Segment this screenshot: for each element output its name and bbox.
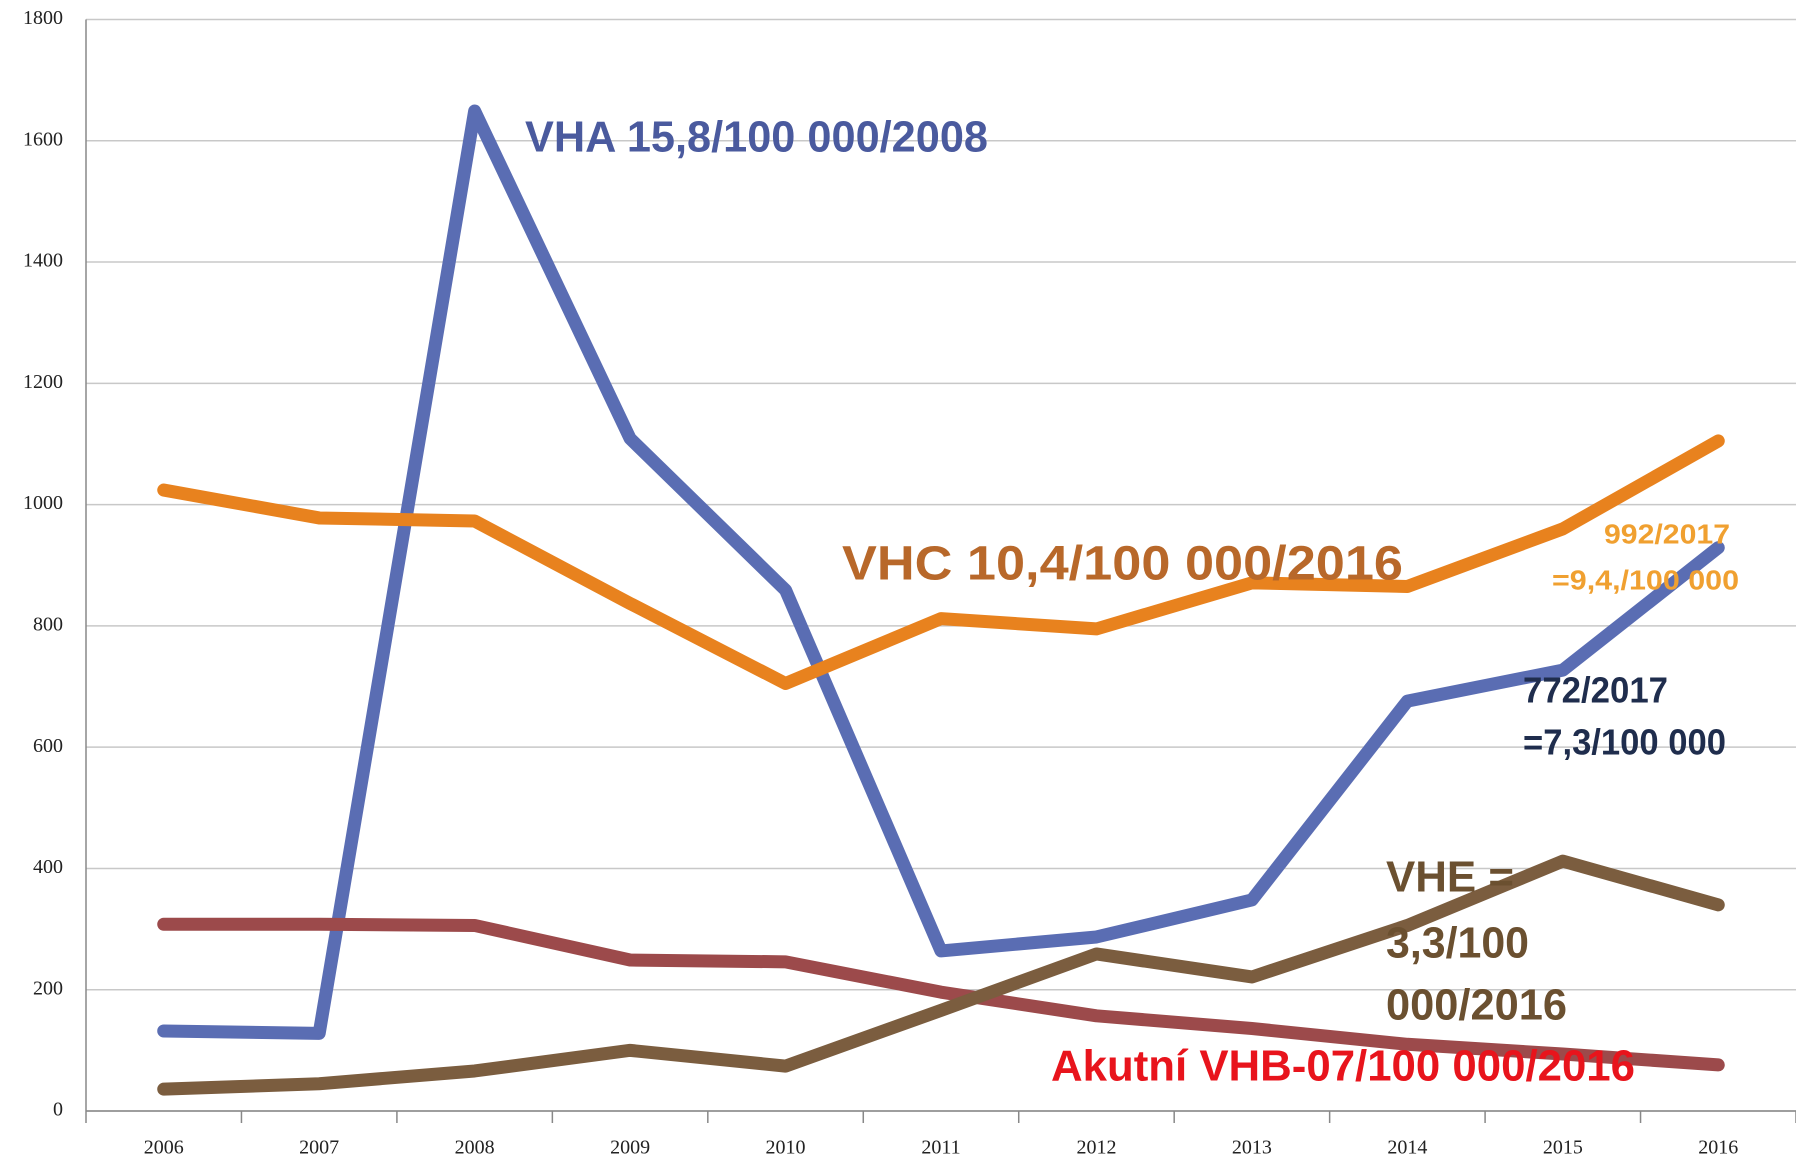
annotation: VHC 10,4/100 000/2016 [842, 538, 1403, 591]
y-tick-label: 1600 [23, 128, 63, 150]
annotation: 992/2017 [1604, 518, 1730, 549]
x-tick-label: 2012 [1076, 1137, 1116, 1159]
annotation: VHE = [1386, 853, 1514, 902]
y-tick-label: 200 [33, 977, 63, 999]
series-line [157, 434, 1725, 690]
x-tick-label: 2011 [921, 1137, 960, 1159]
y-tick-label: 800 [33, 613, 63, 635]
x-tick-label: 2013 [1232, 1137, 1272, 1159]
annotation: VHA 15,8/100 000/2008 [525, 113, 988, 162]
x-tick-label: 2009 [610, 1137, 650, 1159]
annotation: 772/2017 [1523, 670, 1668, 711]
annotation: Akutní VHB-07/100 000/2016 [1051, 1042, 1635, 1091]
y-tick-label: 400 [33, 856, 63, 878]
y-tick-label: 1400 [23, 250, 63, 272]
x-tick-label: 2015 [1543, 1137, 1583, 1159]
y-tick-label: 0 [53, 1099, 63, 1121]
x-tick-label: 2014 [1387, 1137, 1427, 1159]
y-tick-label: 600 [33, 735, 63, 757]
x-tick-label: 2016 [1698, 1137, 1738, 1159]
series-line [157, 104, 1725, 1040]
y-tick-label: 1200 [23, 371, 63, 393]
x-tick-label: 2010 [766, 1137, 806, 1159]
annotation: 3,3/100 [1386, 919, 1529, 968]
annotation: =7,3/100 000 [1523, 722, 1726, 763]
x-tick-label: 2008 [455, 1137, 495, 1159]
series-line [157, 917, 1725, 1072]
annotation: 000/2016 [1386, 981, 1567, 1030]
y-tick-label: 1000 [23, 492, 63, 514]
annotation: =9,4,/100 000 [1552, 564, 1739, 595]
y-tick-label: 1800 [23, 7, 63, 29]
series-line [157, 854, 1725, 1096]
x-tick-label: 2006 [144, 1137, 184, 1159]
x-tick-label: 2007 [299, 1137, 339, 1159]
